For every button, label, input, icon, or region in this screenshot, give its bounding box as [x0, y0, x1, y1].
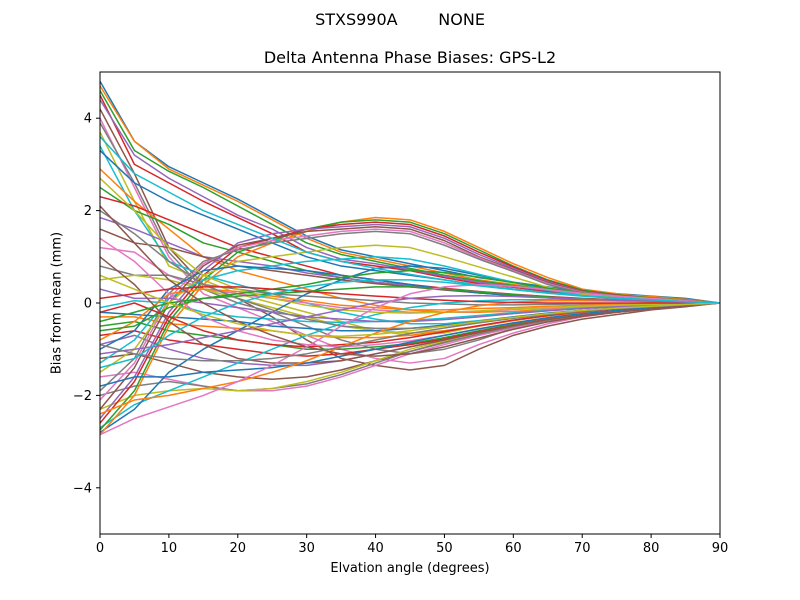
y-axis: 4 2 0 −2 −4 [73, 112, 100, 496]
x-tick-label: 80 [643, 541, 660, 556]
y-tick-label: −2 [73, 389, 92, 404]
figure-suptitle: STXS990A NONE [315, 10, 485, 29]
chart-title: Delta Antenna Phase Biases: GPS-L2 [263, 48, 557, 67]
series-line-56 [100, 205, 720, 357]
y-tick-label: −4 [73, 481, 92, 496]
series-layer [100, 80, 720, 436]
y-axis-label: Bias from mean (mm) [49, 231, 65, 375]
series-line-42 [100, 288, 720, 341]
series-line-52 [100, 299, 720, 415]
x-tick-label: 40 [367, 541, 384, 556]
x-tick-label: 0 [96, 541, 104, 556]
x-tick-label: 90 [712, 541, 729, 556]
series-line-51 [100, 302, 720, 387]
y-tick-label: 4 [84, 112, 92, 127]
y-tick-label: 2 [84, 204, 92, 219]
x-tick-label: 60 [505, 541, 522, 556]
x-axis: 0 10 20 30 40 50 60 70 80 90 [96, 534, 728, 556]
x-tick-label: 70 [574, 541, 591, 556]
y-tick-label: 0 [84, 297, 92, 312]
x-axis-label: Elvation angle (degrees) [330, 561, 490, 576]
series-line-59 [100, 274, 720, 338]
series-line-57 [100, 283, 720, 436]
x-tick-label: 20 [230, 541, 247, 556]
series-line-49 [100, 177, 720, 314]
x-tick-label: 50 [436, 541, 453, 556]
series-line-55 [100, 294, 720, 355]
x-tick-label: 10 [161, 541, 178, 556]
series-line-46 [100, 256, 720, 364]
x-tick-label: 30 [298, 541, 315, 556]
series-line-60 [100, 279, 720, 369]
